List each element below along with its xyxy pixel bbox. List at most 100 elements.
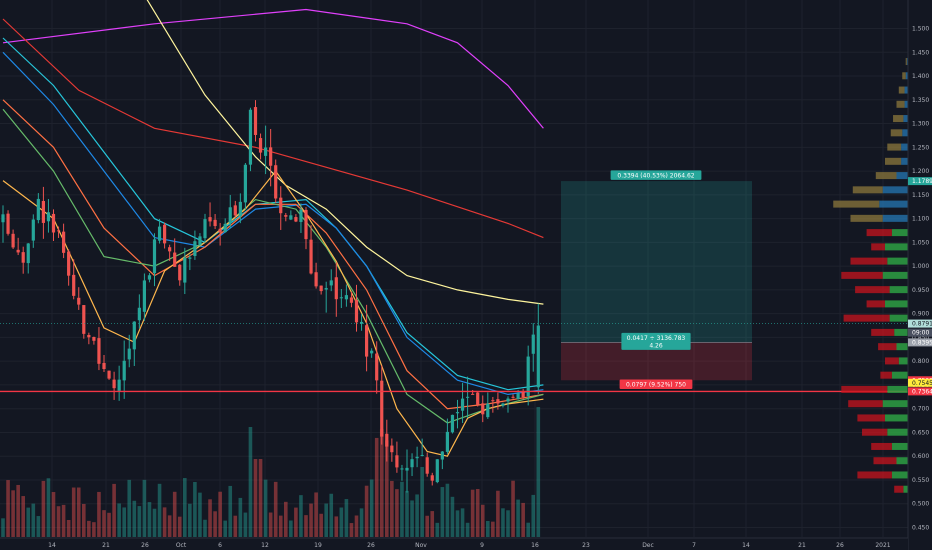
candle-body xyxy=(1,214,5,223)
candle-body xyxy=(253,107,258,135)
risk-reward-label-text: 4.26 xyxy=(649,342,663,349)
volume-bar xyxy=(465,522,470,537)
price-tick-label: 0.550 xyxy=(912,477,929,484)
vp-down-bar xyxy=(841,271,883,279)
volume-bar xyxy=(243,512,248,537)
candle-body xyxy=(511,396,515,398)
profit-label: 0.3394 (40.53%) 2064.62 xyxy=(610,170,702,180)
volume-bar xyxy=(475,489,480,537)
vp-up-bar xyxy=(891,442,908,450)
candle-body xyxy=(117,379,121,391)
vp-down-bar xyxy=(885,357,899,365)
volume-bar xyxy=(31,503,36,537)
risk-reward-label-text: 0.0417 ÷ 3136.783 xyxy=(627,335,686,342)
candle-body xyxy=(405,467,409,471)
price-tag-label: 0.8791 xyxy=(912,321,932,328)
volume-bar xyxy=(425,515,429,537)
vp-up-bar xyxy=(904,100,908,108)
vp-down-bar xyxy=(857,471,892,479)
candle-body xyxy=(41,200,45,223)
vp-down-bar xyxy=(893,115,904,123)
candle-body xyxy=(21,252,25,263)
candle-body xyxy=(56,230,61,232)
vp-down-bar xyxy=(862,428,888,436)
volume-bar xyxy=(208,499,212,537)
vp-up-bar xyxy=(891,229,908,237)
vp-down-bar xyxy=(905,58,907,66)
candle-body xyxy=(460,398,465,411)
volume-bar xyxy=(289,520,293,537)
candle-body xyxy=(208,217,212,222)
price-tag-label: 1.1789 xyxy=(912,178,932,185)
volume-bar xyxy=(11,490,15,537)
volume-bar xyxy=(248,427,253,537)
candle-body xyxy=(334,277,338,300)
vp-up-bar xyxy=(896,343,908,351)
time-tick-label: 21 xyxy=(102,542,110,549)
volume-bar xyxy=(56,506,61,537)
candle-body xyxy=(440,451,444,460)
volume-bar xyxy=(400,481,404,537)
candle-body xyxy=(435,459,439,483)
time-tick-label: Oct xyxy=(176,542,187,549)
price-tick-label: 0.850 xyxy=(912,334,929,341)
candle-body xyxy=(157,226,162,241)
profit-label-text: 0.3394 (40.53%) 2064.62 xyxy=(617,172,694,179)
candle-body xyxy=(243,164,247,203)
price-tag-bg xyxy=(908,177,932,186)
volume-bar xyxy=(152,508,157,537)
vp-down-bar xyxy=(871,442,892,450)
volume-bar xyxy=(496,490,500,537)
long-position-tool[interactable]: 0.3394 (40.53%) 2064.62 0.0417 ÷ 3136.783… xyxy=(561,170,752,390)
time-tick-label: 7 xyxy=(692,542,696,549)
candle-body xyxy=(365,325,369,357)
candle-body xyxy=(132,321,136,350)
volume-bar xyxy=(314,492,318,537)
price-tag-label: 0.7364 xyxy=(912,388,932,395)
volume-bar xyxy=(455,510,460,537)
vp-down-bar xyxy=(857,414,885,422)
risk-reward-label-bg xyxy=(621,332,691,350)
volume-bar xyxy=(16,484,20,537)
candle-body xyxy=(375,353,379,381)
volume-bar xyxy=(460,508,465,537)
volume-bar xyxy=(76,487,81,537)
volume-bar xyxy=(61,504,66,537)
time-axis[interactable]: 14 21 26 Oct 6 12 19 26 Nov 9 16 23 Dec 7 14 21 26 2021 xyxy=(0,537,908,550)
vp-up-bar xyxy=(903,485,908,493)
candle-body xyxy=(173,252,177,267)
volume-bar xyxy=(486,520,490,537)
time-tick-label: 9 xyxy=(480,542,484,549)
vp-up-bar xyxy=(889,314,908,322)
volume-bar xyxy=(374,437,379,537)
candle-body xyxy=(299,209,303,222)
volume-bar xyxy=(284,501,288,537)
vp-up-bar xyxy=(889,286,908,294)
candle-body xyxy=(410,459,414,468)
candle-body xyxy=(491,400,495,402)
volume-bar xyxy=(87,520,91,537)
candle-body xyxy=(359,321,364,324)
candle-body xyxy=(228,207,232,223)
volume-bar xyxy=(450,496,455,537)
price-axis[interactable]: 0.4500.5000.5500.6000.6500.7000.7500.800… xyxy=(907,0,932,550)
candle-body xyxy=(82,305,86,334)
candle-body xyxy=(264,147,268,156)
candle-body xyxy=(420,454,424,456)
volume-bar xyxy=(203,519,207,537)
volume-bar xyxy=(167,515,172,537)
volume-bar xyxy=(188,503,192,537)
price-tag-bg xyxy=(908,319,932,328)
volume-bar xyxy=(491,521,495,537)
volume-bar xyxy=(299,495,303,537)
vp-down-bar xyxy=(841,385,888,393)
price-tag-label: 0.8395 xyxy=(912,339,932,346)
volume-bar xyxy=(92,522,96,537)
candle-body xyxy=(526,356,530,396)
vp-down-bar xyxy=(866,229,892,237)
volume-bar xyxy=(379,429,384,537)
time-tick-label: 14 xyxy=(48,542,56,549)
